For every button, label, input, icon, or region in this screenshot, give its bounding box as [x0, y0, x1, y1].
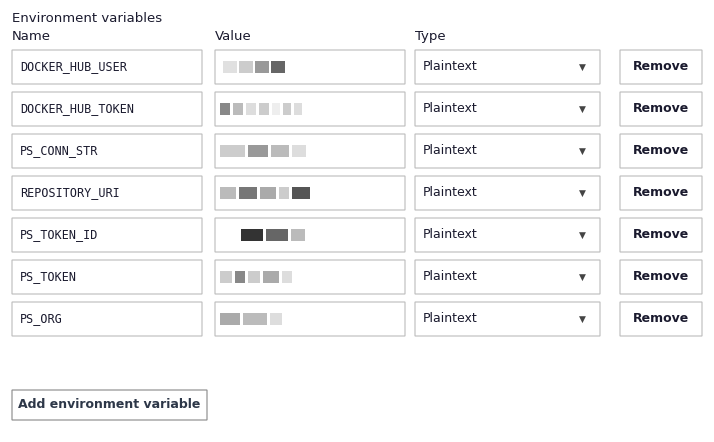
FancyBboxPatch shape [620, 218, 702, 252]
Text: ▼: ▼ [578, 315, 585, 324]
FancyBboxPatch shape [215, 218, 405, 252]
Text: Plaintext: Plaintext [423, 229, 478, 241]
Text: PS_ORG: PS_ORG [20, 312, 63, 325]
Text: DOCKER_HUB_USER: DOCKER_HUB_USER [20, 61, 127, 73]
Bar [271, 61, 285, 73]
FancyBboxPatch shape [12, 302, 202, 336]
Bar [220, 145, 245, 157]
Bar [220, 103, 230, 115]
Text: Add environment variable: Add environment variable [19, 399, 201, 412]
Text: Type: Type [415, 30, 446, 43]
FancyBboxPatch shape [620, 50, 702, 84]
Text: Remove: Remove [633, 145, 689, 157]
FancyBboxPatch shape [12, 92, 202, 126]
Text: Remove: Remove [633, 271, 689, 283]
FancyBboxPatch shape [12, 218, 202, 252]
FancyBboxPatch shape [12, 176, 202, 210]
Bar [270, 312, 282, 325]
Text: DOCKER_HUB_TOKEN: DOCKER_HUB_TOKEN [20, 103, 134, 115]
Bar [220, 229, 238, 241]
Bar [283, 103, 291, 115]
Bar [248, 145, 268, 157]
FancyBboxPatch shape [215, 176, 405, 210]
Bar [294, 103, 302, 115]
Text: PS_TOKEN: PS_TOKEN [20, 271, 77, 283]
Bar [241, 229, 263, 241]
Bar [243, 312, 267, 325]
Bar [248, 271, 260, 283]
FancyBboxPatch shape [620, 134, 702, 168]
Text: Value: Value [215, 30, 252, 43]
Bar [263, 271, 279, 283]
Text: Plaintext: Plaintext [423, 61, 478, 73]
Bar [239, 61, 253, 73]
FancyBboxPatch shape [215, 50, 405, 84]
Text: Remove: Remove [633, 187, 689, 199]
FancyBboxPatch shape [415, 260, 600, 294]
FancyBboxPatch shape [12, 134, 202, 168]
Text: ▼: ▼ [578, 62, 585, 72]
FancyBboxPatch shape [415, 92, 600, 126]
FancyBboxPatch shape [215, 92, 405, 126]
FancyBboxPatch shape [620, 302, 702, 336]
Text: PS_TOKEN_ID: PS_TOKEN_ID [20, 229, 99, 241]
Bar [220, 187, 236, 199]
Text: Remove: Remove [633, 103, 689, 115]
Bar [282, 271, 292, 283]
Bar [220, 271, 232, 283]
FancyBboxPatch shape [415, 218, 600, 252]
FancyBboxPatch shape [12, 50, 202, 84]
Bar [259, 103, 269, 115]
Bar [235, 271, 245, 283]
Bar [260, 187, 276, 199]
FancyBboxPatch shape [12, 260, 202, 294]
FancyBboxPatch shape [12, 390, 207, 420]
Bar [233, 103, 243, 115]
Text: REPOSITORY_URI: REPOSITORY_URI [20, 187, 120, 199]
Bar [223, 61, 237, 73]
Text: ▼: ▼ [578, 230, 585, 240]
FancyBboxPatch shape [415, 50, 600, 84]
Text: Plaintext: Plaintext [423, 103, 478, 115]
Text: Remove: Remove [633, 229, 689, 241]
Text: Plaintext: Plaintext [423, 271, 478, 283]
Bar [272, 103, 280, 115]
Bar [266, 229, 288, 241]
FancyBboxPatch shape [215, 302, 405, 336]
Text: Name: Name [12, 30, 51, 43]
Text: Remove: Remove [633, 312, 689, 325]
FancyBboxPatch shape [215, 260, 405, 294]
Text: ▼: ▼ [578, 188, 585, 198]
Bar [220, 312, 240, 325]
Bar [239, 187, 257, 199]
Text: Plaintext: Plaintext [423, 145, 478, 157]
Bar [246, 103, 256, 115]
Bar [271, 145, 289, 157]
Bar [279, 187, 289, 199]
Text: PS_CONN_STR: PS_CONN_STR [20, 145, 99, 157]
Text: ▼: ▼ [578, 273, 585, 282]
Text: ▼: ▼ [578, 146, 585, 156]
FancyBboxPatch shape [215, 134, 405, 168]
Bar [292, 145, 306, 157]
FancyBboxPatch shape [415, 302, 600, 336]
FancyBboxPatch shape [620, 92, 702, 126]
FancyBboxPatch shape [620, 260, 702, 294]
Text: Plaintext: Plaintext [423, 312, 478, 325]
FancyBboxPatch shape [620, 176, 702, 210]
Bar [255, 61, 269, 73]
FancyBboxPatch shape [415, 134, 600, 168]
Text: Environment variables: Environment variables [12, 12, 162, 25]
Text: Plaintext: Plaintext [423, 187, 478, 199]
Text: ▼: ▼ [578, 104, 585, 114]
Bar [291, 229, 305, 241]
Text: Remove: Remove [633, 61, 689, 73]
FancyBboxPatch shape [415, 176, 600, 210]
Bar [292, 187, 310, 199]
